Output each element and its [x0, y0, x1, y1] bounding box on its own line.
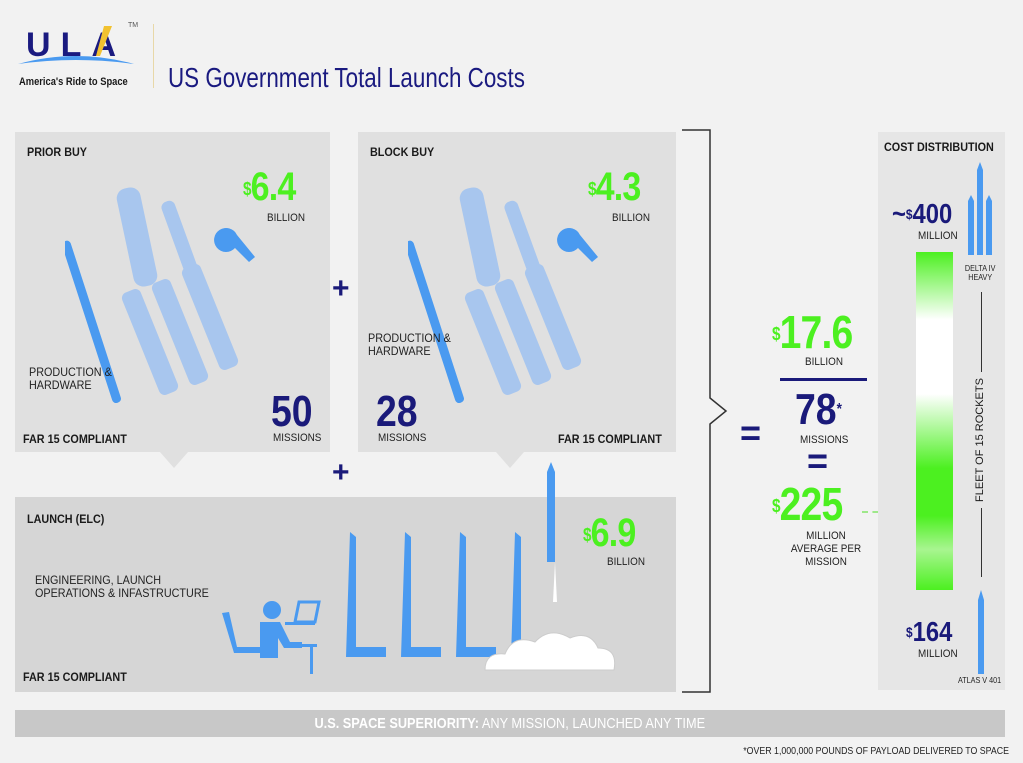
low-cost: $164 [906, 616, 953, 647]
prior-buy-compliance: FAR 15 COMPLIANT [23, 432, 127, 446]
prior-buy-description: PRODUCTION & HARDWARE [29, 365, 112, 392]
tagline: America's Ride to Space [19, 76, 128, 88]
pointer [496, 452, 524, 468]
cost-distribution-panel: COST DISTRIBUTION ~$400 MILLION DELTA IV… [878, 132, 1005, 690]
prior-buy-title: PRIOR BUY [27, 145, 88, 159]
high-cost-unit: MILLION [918, 230, 958, 242]
bracket [682, 129, 728, 693]
rockets-illustration [65, 187, 255, 404]
total-missions: 78* [795, 385, 842, 434]
block-buy-panel: BLOCK BUY $4.3 BILLION PRODUCTION & HARD… [358, 132, 676, 452]
prior-buy-amount: $6.4 [243, 165, 296, 209]
block-buy-amount: $4.3 [588, 165, 641, 209]
superiority-banner: U.S. SPACE SUPERIORITY: ANY MISSION, LAU… [15, 710, 1005, 737]
launch-pads-illustration [222, 462, 616, 674]
prior-buy-panel: PRIOR BUY $6.4 BILLION PRODUCTION & HARD… [15, 132, 330, 452]
delta-iv-heavy-label: DELTA IV HEAVY [964, 264, 996, 282]
launch-panel: LAUNCH (ELC) ENGINEERING, LAUNCH OPERATI… [15, 462, 676, 692]
equals-sign: = [740, 412, 762, 453]
page-title: US Government Total Launch Costs [168, 62, 525, 93]
plus-sign: + [332, 272, 350, 305]
block-buy-title: BLOCK BUY [370, 145, 435, 159]
equals-sign: = [807, 440, 829, 481]
average-amount: $225 [772, 478, 843, 530]
delta-iv-heavy-icon [968, 162, 992, 255]
trademark: TM [128, 22, 139, 29]
pointer [160, 452, 188, 468]
average-unit: MILLION AVERAGE PER MISSION [790, 530, 862, 568]
high-cost: ~$400 [892, 198, 953, 229]
banner-bold: U.S. SPACE SUPERIORITY: [314, 715, 480, 732]
total-missions-label: MISSIONS [800, 434, 849, 446]
launch-unit: BILLION [607, 556, 645, 568]
fraction-line [780, 378, 867, 381]
launch-compliance: FAR 15 COMPLIANT [23, 670, 127, 684]
prior-buy-missions-label: MISSIONS [273, 432, 322, 444]
header-divider [153, 24, 154, 88]
launch-description: ENGINEERING, LAUNCH OPERATIONS & INFASTR… [35, 573, 209, 600]
block-buy-compliance: FAR 15 COMPLIANT [558, 432, 662, 446]
prior-buy-missions: 50 [271, 387, 313, 436]
footnote: *OVER 1,000,000 POUNDS OF PAYLOAD DELIVE… [743, 746, 1009, 757]
block-buy-missions: 28 [376, 387, 418, 436]
cost-distribution-title: COST DISTRIBUTION [884, 140, 994, 154]
fleet-label: FLEET OF 15 ROCKETS [974, 372, 986, 508]
rockets-illustration [408, 187, 598, 404]
low-cost-unit: MILLION [918, 648, 958, 660]
prior-buy-unit: BILLION [267, 212, 305, 224]
total-unit: BILLION [805, 356, 843, 368]
total-amount: $17.6 [772, 306, 853, 358]
cost-gradient-bar [916, 252, 953, 590]
block-buy-unit: BILLION [612, 212, 650, 224]
atlas-v-401-label: ATLAS V 401 [958, 676, 1002, 685]
atlas-v-401-icon [978, 590, 984, 674]
plus-sign: + [332, 456, 350, 489]
banner-text: ANY MISSION, LAUNCHED ANY TIME [479, 715, 706, 732]
logo: ULA TM America's Ride to Space [16, 18, 138, 90]
launch-amount: $6.9 [583, 511, 636, 555]
launch-title: LAUNCH (ELC) [27, 512, 105, 526]
block-buy-description: PRODUCTION & HARDWARE [368, 331, 451, 358]
block-buy-missions-label: MISSIONS [378, 432, 427, 444]
